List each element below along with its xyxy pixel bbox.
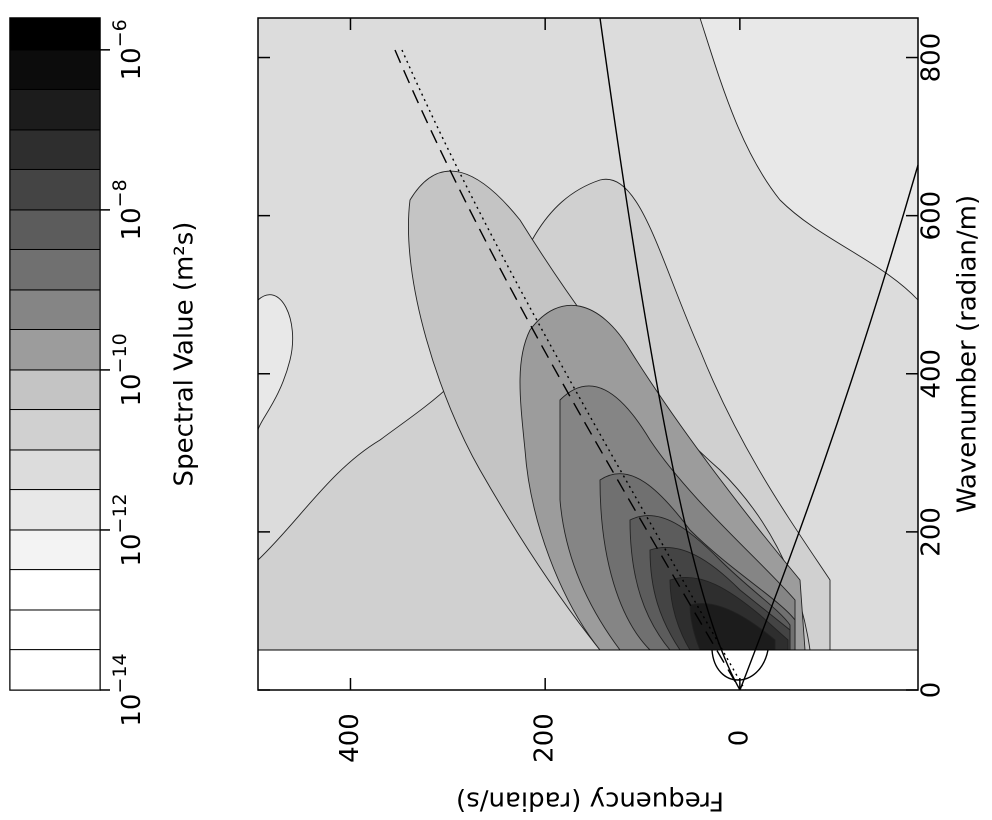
colorbar-band xyxy=(9,649,101,691)
contour-region xyxy=(689,603,776,651)
colorbar-band xyxy=(9,489,101,531)
dispersion-curve xyxy=(599,17,741,691)
dispersion-curve xyxy=(394,49,741,691)
colorbar-tick-exponent: −12 xyxy=(109,493,131,533)
colorbar-tick-label: 10−12 xyxy=(109,493,147,566)
colorbar-band xyxy=(9,449,101,491)
empty-strip xyxy=(257,649,919,691)
x-tick-label: 200 xyxy=(530,713,560,763)
colorbar-tick-base: 10 xyxy=(117,694,147,727)
colorbar-band xyxy=(9,529,101,571)
colorbar-tick-base: 10 xyxy=(117,533,147,566)
colorbar-tick-exponent: −6 xyxy=(109,19,131,47)
dispersion-curve xyxy=(711,649,769,681)
colorbar-band xyxy=(9,168,101,211)
x-tick-label: 0 xyxy=(724,730,754,747)
colorbar-band xyxy=(9,248,101,291)
colorbar-tick-label: 10−8 xyxy=(109,179,147,240)
dispersion-curve xyxy=(739,164,919,691)
contour-field xyxy=(257,17,919,651)
y-tick-label: 200 xyxy=(917,507,947,557)
colorbar-tick-label: 10−6 xyxy=(109,19,147,80)
plot-frame xyxy=(257,17,919,691)
colorbar-label: Spectral Value (m²s) xyxy=(170,222,200,487)
colorbar-tick-label: 10−10 xyxy=(109,333,147,406)
colorbar-band xyxy=(9,49,101,90)
y-axis-label: Wavenumber (radian/m) xyxy=(953,195,983,513)
colorbar-band xyxy=(9,209,101,250)
colorbar-tick-base: 10 xyxy=(117,47,147,80)
contour-region xyxy=(699,17,919,302)
colorbar-tick-exponent: −10 xyxy=(109,333,131,373)
y-tick-label: 400 xyxy=(917,349,947,399)
colorbar-tick-exponent: −8 xyxy=(109,179,131,207)
colorbar-band xyxy=(9,369,101,411)
colorbar-tick-exponent: −14 xyxy=(109,653,131,693)
colorbar-band xyxy=(9,289,101,330)
x-tick-label: 400 xyxy=(335,713,365,763)
colorbar-tick-base: 10 xyxy=(117,373,147,406)
colorbar-band xyxy=(9,129,101,170)
y-tick-label: 600 xyxy=(917,191,947,241)
colorbar-band xyxy=(9,609,101,651)
contour-region xyxy=(257,294,294,431)
colorbar-band xyxy=(9,17,101,51)
colorbar-band xyxy=(9,409,101,451)
colorbar-tick-label: 10−14 xyxy=(109,653,147,726)
colorbar-band xyxy=(9,569,101,611)
colorbar-tick-base: 10 xyxy=(117,207,147,240)
x-axis-label: Frequency (radian/s) xyxy=(456,786,724,816)
y-tick-label: 0 xyxy=(917,682,947,699)
colorbar-band xyxy=(9,88,101,131)
colorbar-band xyxy=(9,328,101,371)
y-tick-label: 800 xyxy=(917,33,947,83)
